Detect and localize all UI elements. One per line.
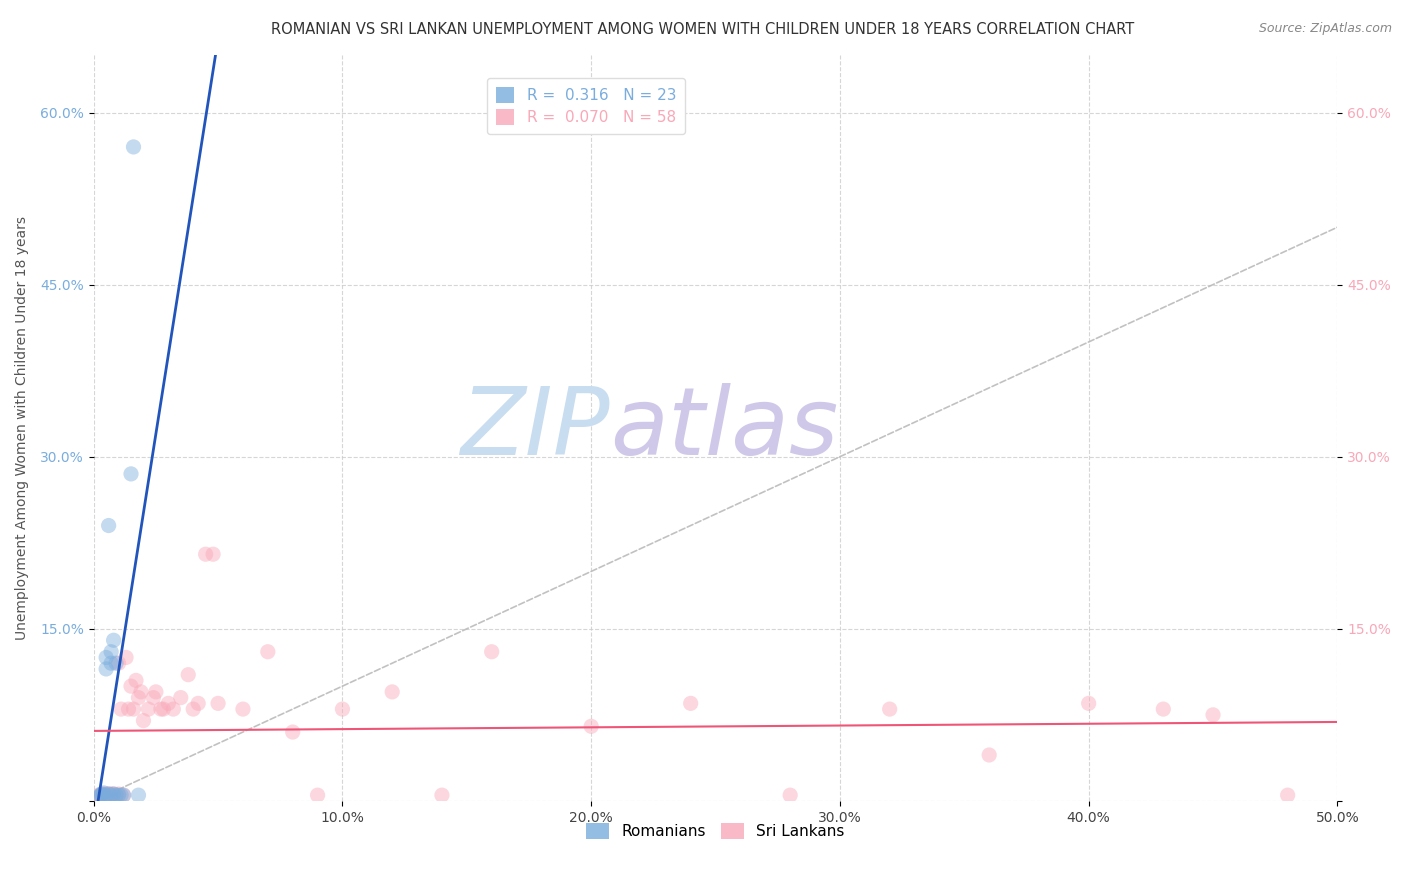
Point	[103, 787, 125, 801]
Point	[1202, 707, 1225, 722]
Point	[107, 788, 129, 802]
Point	[679, 697, 702, 711]
Point	[94, 650, 117, 665]
Point	[202, 547, 225, 561]
Point	[122, 702, 145, 716]
Point	[332, 702, 354, 716]
Point	[94, 787, 117, 801]
Point	[145, 685, 167, 699]
Point	[181, 702, 204, 716]
Point	[87, 788, 110, 802]
Point	[129, 685, 152, 699]
Point	[90, 788, 112, 802]
Point	[579, 719, 602, 733]
Point	[100, 788, 122, 802]
Point	[107, 787, 129, 801]
Point	[120, 679, 142, 693]
Point	[127, 788, 149, 802]
Point	[879, 702, 901, 716]
Point	[207, 697, 229, 711]
Point	[105, 788, 128, 802]
Point	[103, 633, 125, 648]
Point	[481, 645, 503, 659]
Point	[117, 702, 139, 716]
Point	[97, 787, 120, 801]
Point	[105, 788, 128, 802]
Point	[93, 788, 115, 802]
Point	[187, 697, 209, 711]
Point	[157, 697, 180, 711]
Text: Source: ZipAtlas.com: Source: ZipAtlas.com	[1258, 22, 1392, 36]
Text: atlas: atlas	[610, 383, 838, 474]
Point	[430, 788, 453, 802]
Point	[93, 787, 115, 801]
Point	[281, 725, 304, 739]
Point	[100, 788, 122, 802]
Point	[90, 787, 112, 801]
Point	[90, 788, 112, 802]
Point	[120, 467, 142, 481]
Point	[979, 747, 1001, 762]
Point	[105, 657, 128, 671]
Point	[142, 690, 165, 705]
Point	[110, 702, 132, 716]
Point	[132, 714, 155, 728]
Point	[112, 788, 135, 802]
Point	[162, 702, 184, 716]
Point	[107, 657, 129, 671]
Point	[97, 518, 120, 533]
Point	[232, 702, 254, 716]
Point	[779, 788, 801, 802]
Point	[307, 788, 329, 802]
Point	[87, 789, 110, 804]
Point	[100, 787, 122, 801]
Point	[94, 788, 117, 802]
Text: ROMANIAN VS SRI LANKAN UNEMPLOYMENT AMONG WOMEN WITH CHILDREN UNDER 18 YEARS COR: ROMANIAN VS SRI LANKAN UNEMPLOYMENT AMON…	[271, 22, 1135, 37]
Point	[127, 690, 149, 705]
Y-axis label: Unemployment Among Women with Children Under 18 years: Unemployment Among Women with Children U…	[15, 216, 30, 640]
Point	[122, 140, 145, 154]
Point	[152, 702, 174, 716]
Point	[94, 788, 117, 802]
Point	[94, 788, 117, 802]
Point	[100, 657, 122, 671]
Point	[97, 787, 120, 801]
Legend: Romanians, Sri Lankans: Romanians, Sri Lankans	[581, 817, 851, 846]
Point	[381, 685, 404, 699]
Point	[1152, 702, 1174, 716]
Point	[94, 662, 117, 676]
Point	[93, 788, 115, 802]
Point	[170, 690, 193, 705]
Point	[138, 702, 160, 716]
Point	[103, 787, 125, 801]
Point	[112, 788, 135, 802]
Point	[1277, 788, 1299, 802]
Point	[177, 667, 200, 681]
Point	[194, 547, 217, 561]
Point	[256, 645, 278, 659]
Point	[110, 788, 132, 802]
Point	[149, 702, 172, 716]
Point	[103, 788, 125, 802]
Point	[125, 673, 148, 688]
Point	[97, 788, 120, 802]
Text: ZIP: ZIP	[460, 383, 610, 474]
Point	[1077, 697, 1099, 711]
Point	[115, 650, 138, 665]
Point	[93, 786, 115, 800]
Point	[90, 788, 112, 802]
Point	[100, 645, 122, 659]
